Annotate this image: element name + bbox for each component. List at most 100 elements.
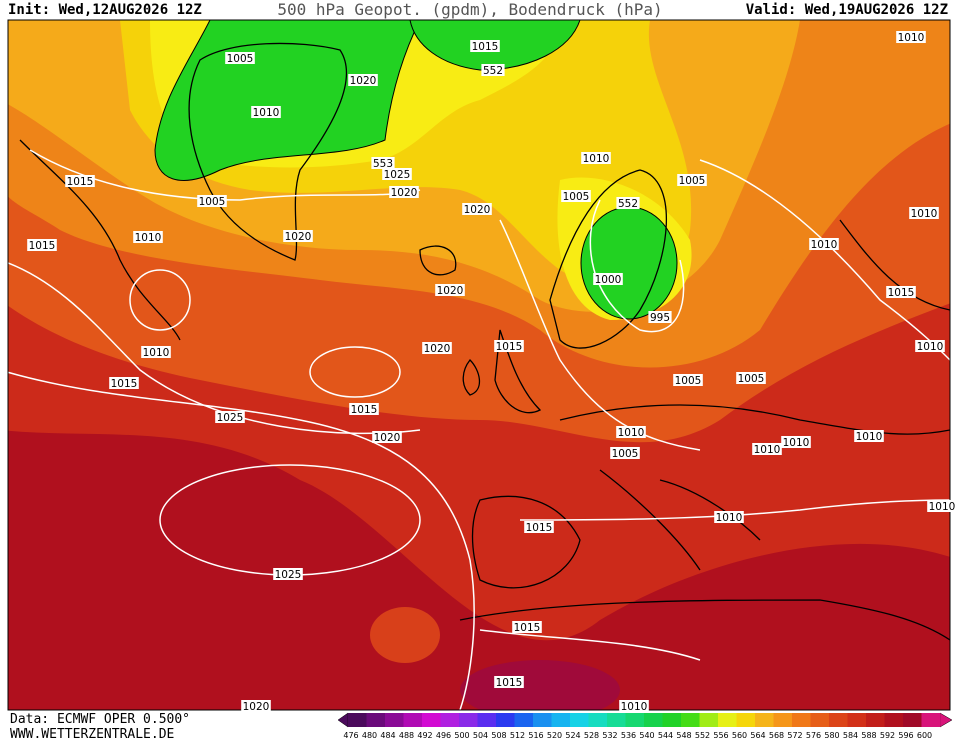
colorbar-label: 484 [380, 731, 395, 740]
colorbar-swatch [736, 713, 756, 727]
colorbar-swatch [403, 713, 423, 727]
colorbar-label: 512 [510, 731, 525, 740]
isobar-label-box [524, 521, 554, 533]
isobar-label-box [915, 340, 945, 352]
isobar-label: 1010 [929, 501, 956, 513]
colorbar-swatch [755, 713, 774, 727]
isobar-label-box [215, 411, 245, 423]
isobar-label: 1020 [424, 343, 451, 355]
colorbar-label: 480 [362, 731, 377, 740]
isobar-label-box [371, 157, 395, 169]
isobar-label: 553 [373, 158, 393, 170]
isobar-label-box [273, 568, 303, 580]
isobar-label: 1005 [227, 53, 254, 65]
isobar-label: 1010 [253, 107, 280, 119]
isobar-label-box [494, 676, 524, 688]
valid-time: Valid: Wed,19AUG2026 12Z [746, 2, 948, 18]
colorbar-label: 560 [732, 731, 747, 740]
colorbar-swatch [903, 713, 922, 727]
isobar-label: 1010 [583, 153, 610, 165]
isobar-label-box [382, 168, 412, 180]
colorbar-label: 556 [713, 731, 728, 740]
colorbar-label: 476 [343, 731, 358, 740]
isobar-label-box [561, 190, 591, 202]
isobar-label: 1020 [391, 187, 418, 199]
colorbar-label: 552 [695, 731, 710, 740]
isobar-label: 1015 [472, 41, 499, 53]
colorbar-label: 576 [806, 731, 821, 740]
colorbar-swatch [884, 713, 904, 727]
isobar-label: 552 [618, 198, 638, 210]
isobar-label: 1005 [563, 191, 590, 203]
website: WWW.WETTERZENTRALE.DE [10, 727, 174, 741]
isobar-label: 1020 [437, 285, 464, 297]
colorbar-swatch [810, 713, 830, 727]
colorbar-label: 564 [750, 731, 765, 740]
colorbar-label: 544 [658, 731, 673, 740]
isobar-label-box [673, 374, 703, 386]
isobar-label: 1020 [464, 204, 491, 216]
colorbar-label: 600 [917, 731, 932, 740]
isobar-label-box [854, 430, 884, 442]
isobar-label: 552 [483, 65, 503, 77]
isobar-label: 1015 [514, 622, 541, 634]
isobar-label-box [225, 52, 255, 64]
isobar-label-box [593, 273, 623, 285]
isobar-label-box [809, 238, 839, 250]
field [370, 607, 440, 663]
colorbar-label: 504 [473, 731, 488, 740]
isobar-label-box [349, 403, 379, 415]
isobar-label-box [581, 152, 611, 164]
colorbar-label: 588 [861, 731, 876, 740]
isobar-label-box [422, 342, 452, 354]
isobar-label-box [389, 186, 419, 198]
isobar-label: 1020 [374, 432, 401, 444]
isobar-label: 1010 [618, 427, 645, 439]
colorbar-swatch [366, 713, 386, 727]
colorbar-swatch [829, 713, 848, 727]
colorbar-swatch [496, 713, 515, 727]
colorbar-label: 572 [787, 731, 802, 740]
colorbar-swatch [625, 713, 645, 727]
colorbar-swatch [607, 713, 626, 727]
isobar-label: 1005 [675, 375, 702, 387]
init-time: Init: Wed,12AUG2026 12Z [8, 2, 202, 18]
isobar-label: 1000 [595, 274, 622, 286]
isobar-label: 1015 [29, 240, 56, 252]
colorbar-swatch [681, 713, 700, 727]
isobar-label: 1010 [811, 239, 838, 251]
colorbar-swatch [662, 713, 682, 727]
isobar-label-box [494, 340, 524, 352]
isobar-label-box [462, 203, 492, 215]
isobar-label: 1010 [917, 341, 944, 353]
isobar-label: 1015 [888, 287, 915, 299]
isobar-label: 1010 [135, 232, 162, 244]
colorbar-swatch [792, 713, 811, 727]
map-frame [7, 19, 951, 711]
isobar-label-box [616, 197, 640, 209]
isobar-label-box [610, 447, 640, 459]
field [154, 20, 421, 181]
isobar-label: 1025 [384, 169, 411, 181]
isobar-label: 1025 [275, 569, 302, 581]
isobar-label-box [781, 436, 811, 448]
colorbar-swatch [440, 713, 460, 727]
colorbar-label: 520 [547, 731, 562, 740]
isobar-label: 1010 [911, 208, 938, 220]
colorbar-label: 548 [676, 731, 691, 740]
colorbar-label: 536 [621, 731, 636, 740]
coastlines [19, 42, 950, 641]
isobar-labels: 1015100555210201010553102510201015100510… [27, 31, 957, 713]
isobar-label: 1005 [199, 196, 226, 208]
isobar-label: 1020 [285, 231, 312, 243]
colorbar-swatch [477, 713, 497, 727]
colorbar-swatch [385, 713, 404, 727]
colorbar-swatch [533, 713, 552, 727]
isobar-label-box [927, 500, 957, 512]
data-source: Data: ECMWF OPER 0.500° [10, 712, 190, 727]
isobar-label: 1005 [738, 373, 765, 385]
isobar-label-box [65, 175, 95, 187]
isobar-label-box [616, 426, 646, 438]
colorbar-swatch [459, 713, 478, 727]
isobar-label: 1010 [143, 347, 170, 359]
